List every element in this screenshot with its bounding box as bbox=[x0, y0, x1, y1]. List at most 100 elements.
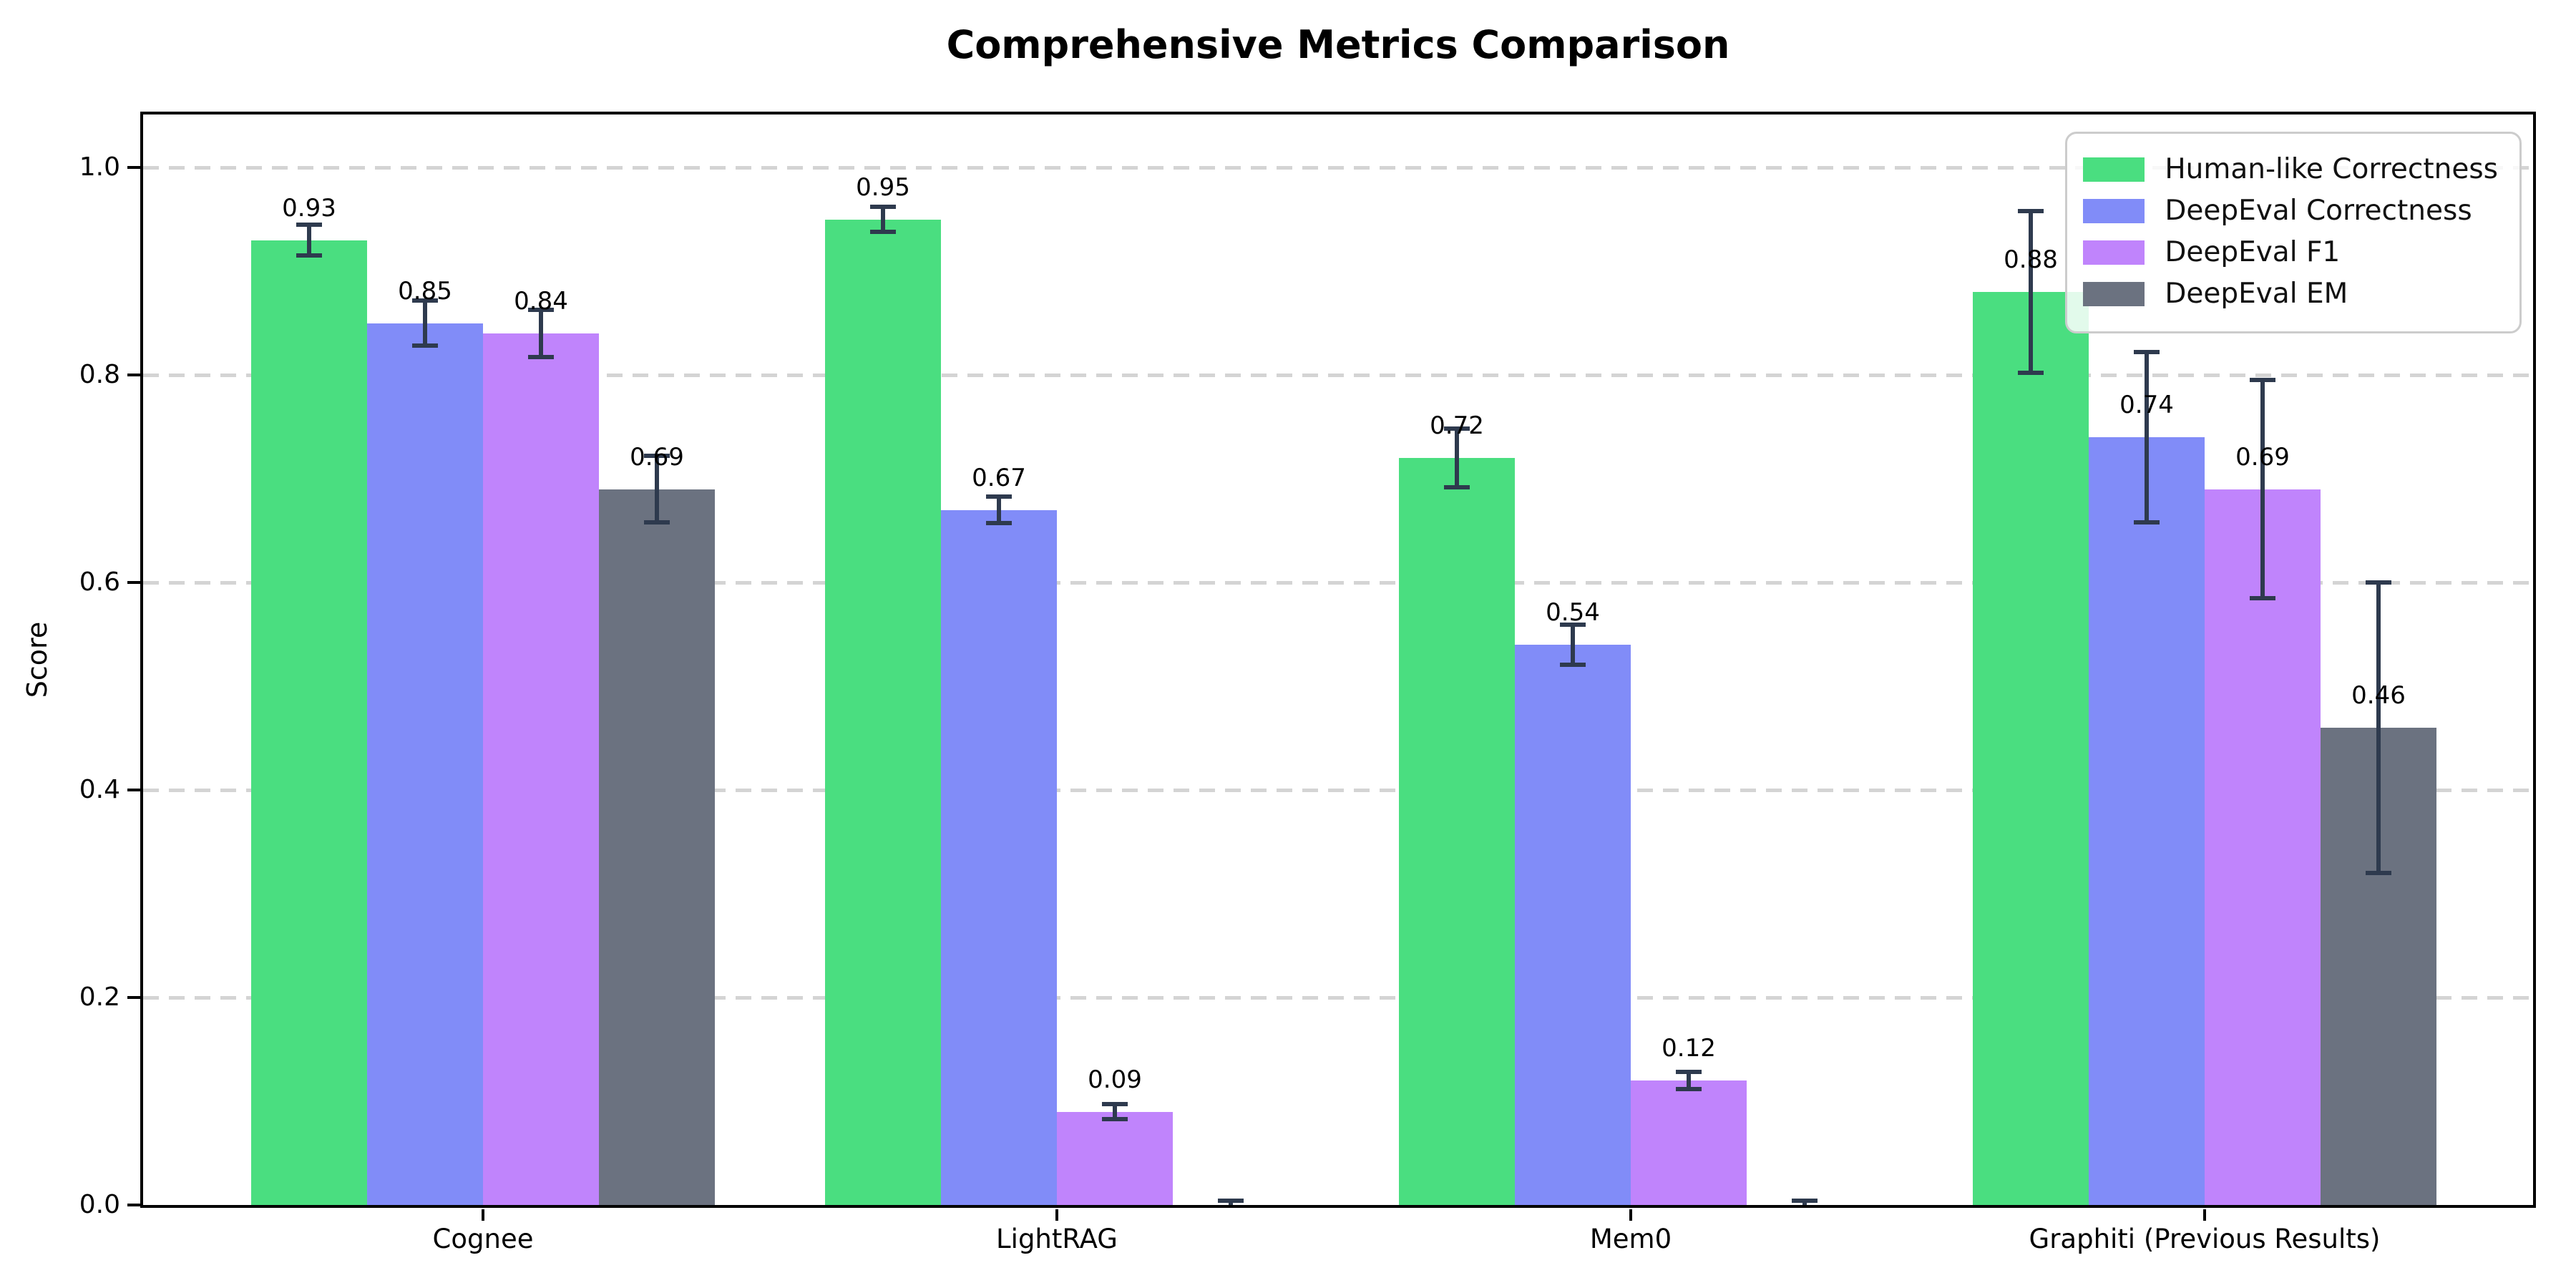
error-bar-whisker bbox=[307, 224, 311, 256]
error-bar-cap-top bbox=[412, 298, 438, 303]
legend-swatch bbox=[2083, 157, 2145, 182]
error-bar-whisker bbox=[2145, 352, 2149, 522]
error-bar-cap-top bbox=[1676, 1070, 1702, 1075]
x-tick-label: LightRAG bbox=[996, 1224, 1118, 1254]
gridline bbox=[143, 374, 2533, 377]
bar-value-label: 0.09 bbox=[1088, 1065, 1142, 1094]
error-bar-whisker bbox=[539, 309, 543, 358]
y-tick-mark bbox=[127, 374, 140, 376]
x-tick-mark bbox=[1055, 1209, 1058, 1221]
bar-human-like-correctness bbox=[251, 240, 367, 1205]
bar-value-label: 0.69 bbox=[630, 442, 684, 472]
bar-value-label: 0.54 bbox=[1546, 598, 1600, 627]
error-bar-cap-top bbox=[1792, 1199, 1818, 1204]
error-bar-cap-bottom bbox=[296, 253, 322, 258]
bar-value-label: 0.95 bbox=[856, 172, 910, 202]
legend-item: DeepEval EM bbox=[2083, 277, 2498, 311]
x-tick-mark bbox=[1629, 1209, 1632, 1221]
legend-swatch bbox=[2083, 240, 2145, 265]
error-bar-cap-top bbox=[2018, 208, 2044, 213]
legend-label: Human-like Correctness bbox=[2165, 153, 2498, 185]
error-bar-whisker bbox=[1113, 1104, 1117, 1119]
error-bar-cap-bottom bbox=[1444, 484, 1470, 489]
bar-value-label: 0.93 bbox=[282, 193, 336, 223]
error-bar-cap-bottom bbox=[1560, 662, 1586, 667]
bar-deepeval-f1 bbox=[1057, 1111, 1173, 1205]
error-bar-cap-bottom bbox=[1676, 1086, 1702, 1091]
error-bar-whisker bbox=[655, 456, 659, 522]
error-bar-cap-top bbox=[1218, 1199, 1244, 1204]
x-tick-mark bbox=[482, 1209, 484, 1221]
error-bar-cap-bottom bbox=[644, 519, 670, 525]
bar-value-label: 0.84 bbox=[514, 287, 568, 316]
error-bar-cap-top bbox=[1444, 426, 1470, 431]
bar-value-label: 0.67 bbox=[972, 463, 1026, 492]
error-bar-whisker bbox=[1687, 1072, 1691, 1089]
legend-item: DeepEval Correctness bbox=[2083, 194, 2498, 228]
error-bar-cap-top bbox=[1102, 1102, 1128, 1107]
error-bar-cap-top bbox=[2366, 580, 2391, 585]
error-bar-whisker bbox=[1571, 625, 1575, 665]
bar-deepeval-correctness bbox=[941, 509, 1057, 1205]
error-bar-cap-top bbox=[870, 205, 896, 210]
legend: Human-like Correctness DeepEval Correctne… bbox=[2065, 132, 2522, 333]
legend-item: DeepEval F1 bbox=[2083, 235, 2498, 270]
legend-label: DeepEval F1 bbox=[2165, 236, 2341, 268]
error-bar-cap-top bbox=[2250, 378, 2275, 383]
error-bar-cap-bottom bbox=[2018, 371, 2044, 376]
legend-label: DeepEval EM bbox=[2165, 278, 2348, 310]
y-tick-label: 0.2 bbox=[79, 982, 120, 1012]
error-bar-cap-bottom bbox=[870, 229, 896, 234]
error-bar-cap-top bbox=[2134, 350, 2160, 355]
error-bar-cap-top bbox=[296, 222, 322, 227]
error-bar-cap-top bbox=[1560, 623, 1586, 628]
x-tick-label: Cognee bbox=[432, 1224, 534, 1254]
bar-deepeval-correctness bbox=[1515, 645, 1631, 1205]
bar-deepeval-f1 bbox=[2205, 489, 2321, 1205]
error-bar-cap-top bbox=[528, 307, 554, 312]
bar-human-like-correctness bbox=[1973, 292, 2089, 1205]
error-bar-whisker bbox=[881, 207, 885, 232]
error-bar-whisker bbox=[2260, 380, 2265, 598]
error-bar-whisker bbox=[2376, 582, 2381, 873]
error-bar-cap-bottom bbox=[528, 355, 554, 360]
chart-title: Comprehensive Metrics Comparison bbox=[946, 22, 1730, 67]
error-bar-cap-top bbox=[986, 494, 1012, 499]
error-bar-cap-bottom bbox=[1102, 1116, 1128, 1121]
bar-value-label: 0.69 bbox=[2235, 442, 2290, 472]
gridline bbox=[143, 996, 2533, 1000]
bar-value-label: 0.88 bbox=[2004, 245, 2058, 274]
gridline bbox=[143, 789, 2533, 792]
bar-value-label: 0.12 bbox=[1662, 1034, 1716, 1063]
plot-area: Human-like Correctness DeepEval Correctne… bbox=[140, 112, 2536, 1208]
bar-human-like-correctness bbox=[1399, 458, 1515, 1205]
error-bar-cap-bottom bbox=[2366, 871, 2391, 875]
y-tick-mark bbox=[127, 581, 140, 584]
bar-value-label: 0.46 bbox=[2351, 681, 2406, 710]
error-bar-whisker bbox=[997, 496, 1001, 524]
y-tick-label: 0.0 bbox=[79, 1190, 120, 1219]
y-tick-mark bbox=[127, 789, 140, 791]
y-tick-label: 0.6 bbox=[79, 567, 120, 597]
bar-deepeval-f1 bbox=[1631, 1080, 1747, 1205]
bar-deepeval-em bbox=[599, 489, 715, 1205]
error-bar-cap-bottom bbox=[412, 343, 438, 348]
error-bar-cap-bottom bbox=[986, 521, 1012, 526]
legend-item: Human-like Correctness bbox=[2083, 152, 2498, 187]
legend-swatch bbox=[2083, 199, 2145, 223]
legend-label: DeepEval Correctness bbox=[2165, 195, 2472, 227]
bar-value-label: 0.74 bbox=[2119, 391, 2174, 419]
error-bar-cap-bottom bbox=[2134, 519, 2160, 525]
x-tick-label: Graphiti (Previous Results) bbox=[2029, 1224, 2381, 1254]
gridline bbox=[143, 166, 2533, 170]
bar-value-label: 0.72 bbox=[1430, 411, 1484, 440]
bar-human-like-correctness bbox=[825, 219, 941, 1205]
y-tick-mark bbox=[127, 996, 140, 999]
error-bar-whisker bbox=[423, 300, 427, 346]
bar-value-label: 0.85 bbox=[398, 276, 452, 306]
y-tick-label: 0.8 bbox=[79, 360, 120, 389]
bar-deepeval-correctness bbox=[2089, 437, 2205, 1205]
y-tick-label: 0.4 bbox=[79, 775, 120, 804]
y-tick-mark bbox=[127, 1204, 140, 1206]
